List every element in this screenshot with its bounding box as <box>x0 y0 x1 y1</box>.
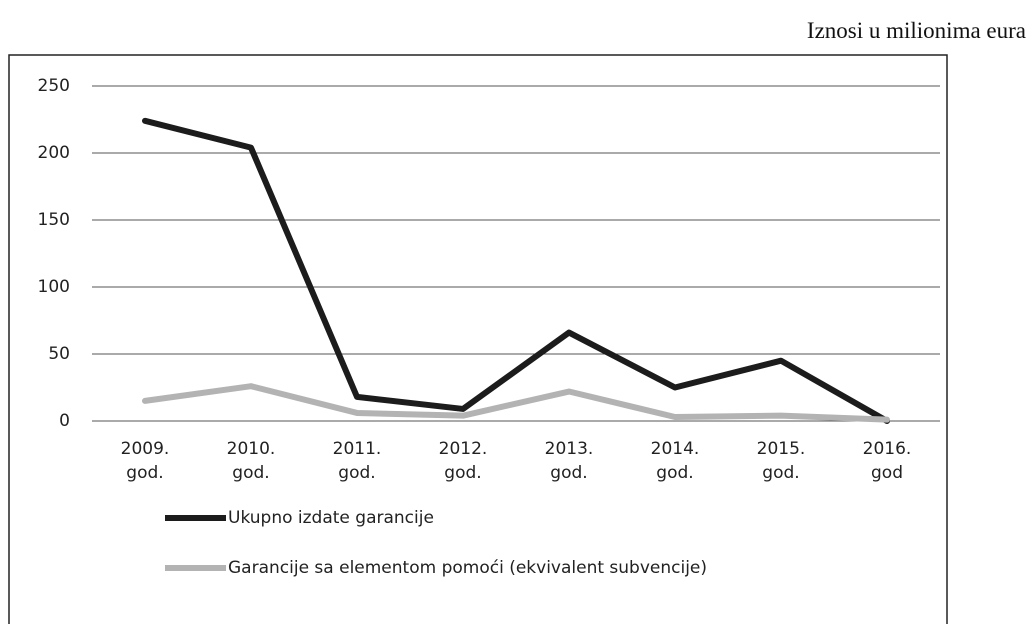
series-line <box>142 383 890 423</box>
y-tick-label: 150 <box>38 210 70 230</box>
y-tick-label: 250 <box>38 76 70 96</box>
y-tick-label: 200 <box>38 143 70 163</box>
y-tick-label: 50 <box>48 344 70 364</box>
series-line <box>142 117 890 424</box>
y-tick-label: 100 <box>38 277 70 297</box>
legend-label: Ukupno izdate garancije <box>228 508 434 528</box>
x-tick-label: 2014. god. <box>650 439 700 483</box>
chart-frame <box>8 54 948 624</box>
x-tick-label: 2011. god. <box>332 439 382 483</box>
unit-note: Iznosi u milionima eura <box>806 18 1026 43</box>
x-tick-label: 2009. god. <box>120 439 170 483</box>
x-tick-label: 2015. god. <box>756 439 806 483</box>
x-tick-label: 2012. god. <box>438 439 488 483</box>
legend-label: Garancije sa elementom pomoći (ekvivalen… <box>228 558 707 578</box>
x-tick-label: 2013. god. <box>544 439 594 483</box>
y-tick-label: 0 <box>59 411 70 431</box>
x-tick-label: 2016. god <box>862 439 912 483</box>
x-tick-label: 2010. god. <box>226 439 276 483</box>
